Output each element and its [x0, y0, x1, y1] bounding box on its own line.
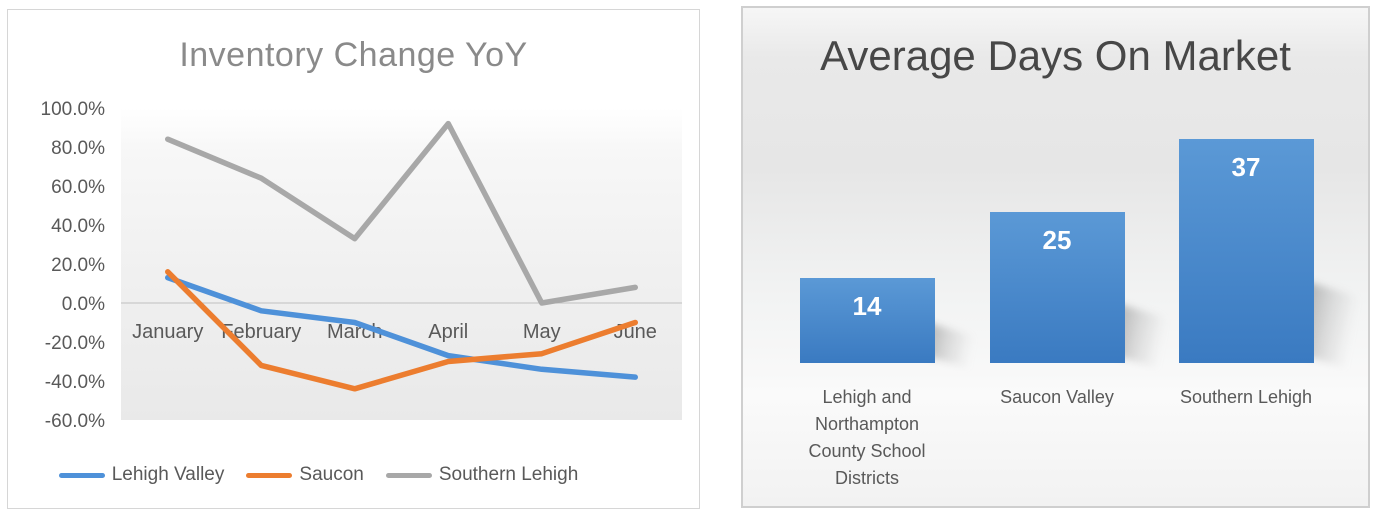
x-axis-label-may: May — [523, 321, 561, 343]
x-axis-label-april: April — [428, 321, 468, 343]
chart-legend: Lehigh Valley Saucon Southern Lehigh — [8, 464, 699, 486]
bar-southern-lehigh: 37 — [1178, 139, 1314, 363]
legend-swatch-southern-lehigh — [385, 472, 432, 478]
legend-label-lehigh-valley: Lehigh Valley — [111, 464, 225, 485]
legend-swatch-saucon — [246, 472, 293, 478]
y-axis-tick-label: -60.0% — [45, 411, 105, 432]
y-axis-tick-label: 100.0% — [41, 99, 106, 120]
inventory-change-chart-card: Inventory Change YoY 100.0% 80.0% 60.0% 40.… — [7, 9, 700, 509]
line-series-southern-lehigh — [165, 120, 638, 306]
bar-value-label: 25 — [1042, 225, 1072, 255]
legend-item-lehigh-valley: Lehigh Valley — [58, 464, 225, 486]
y-axis-tick-label: 0.0% — [62, 294, 105, 315]
bar-value-label: 14 — [852, 291, 882, 321]
bar-category-label-southern-lehigh: Southern Lehigh — [1179, 387, 1313, 407]
legend-label-saucon: Saucon — [299, 464, 364, 485]
bar-lehigh-and-northampton-county-school-districts: 14 — [799, 278, 935, 363]
y-axis-tick-label: 80.0% — [51, 138, 105, 159]
line-series-saucon — [165, 269, 638, 392]
y-axis-tick-label: 60.0% — [51, 177, 105, 198]
line-series-lehigh-valley — [165, 274, 638, 380]
legend-label-southern-lehigh: Southern Lehigh — [438, 464, 579, 485]
bar-category-label-saucon-valley: Saucon Valley — [1000, 387, 1114, 407]
legend-item-southern-lehigh: Southern Lehigh — [385, 464, 579, 486]
legend-item-saucon: Saucon — [246, 464, 364, 486]
y-axis-tick-label: -40.0% — [45, 372, 105, 393]
days-on-market-chart-title: Average Days On Market — [820, 32, 1291, 79]
days-on-market-bar-plot: 14 Lehigh and Northampton County School D… — [743, 8, 1368, 506]
bar-category-label-lehigh-and-northampton-county-school-districts: Lehigh and Northampton County School Dis… — [808, 387, 926, 488]
y-axis-tick-label: -20.0% — [45, 333, 105, 354]
days-on-market-chart-card: Average Days On Market 14 Lehigh and Nort… — [741, 6, 1370, 508]
bar-saucon-valley: 25 — [989, 212, 1125, 363]
bar-value-label: 37 — [1231, 152, 1261, 182]
legend-swatch-lehigh-valley — [58, 472, 105, 478]
x-axis-label-february: February — [221, 321, 301, 343]
inventory-chart-title: Inventory Change YoY — [179, 36, 528, 74]
x-axis-label-january: January — [132, 321, 203, 343]
y-axis-tick-label: 20.0% — [51, 255, 105, 276]
y-axis-tick-label: 40.0% — [51, 216, 105, 237]
inventory-line-chart: 100.0% 80.0% 60.0% 40.0% 20.0% 0.0% -20.0% -40.… — [41, 99, 682, 432]
